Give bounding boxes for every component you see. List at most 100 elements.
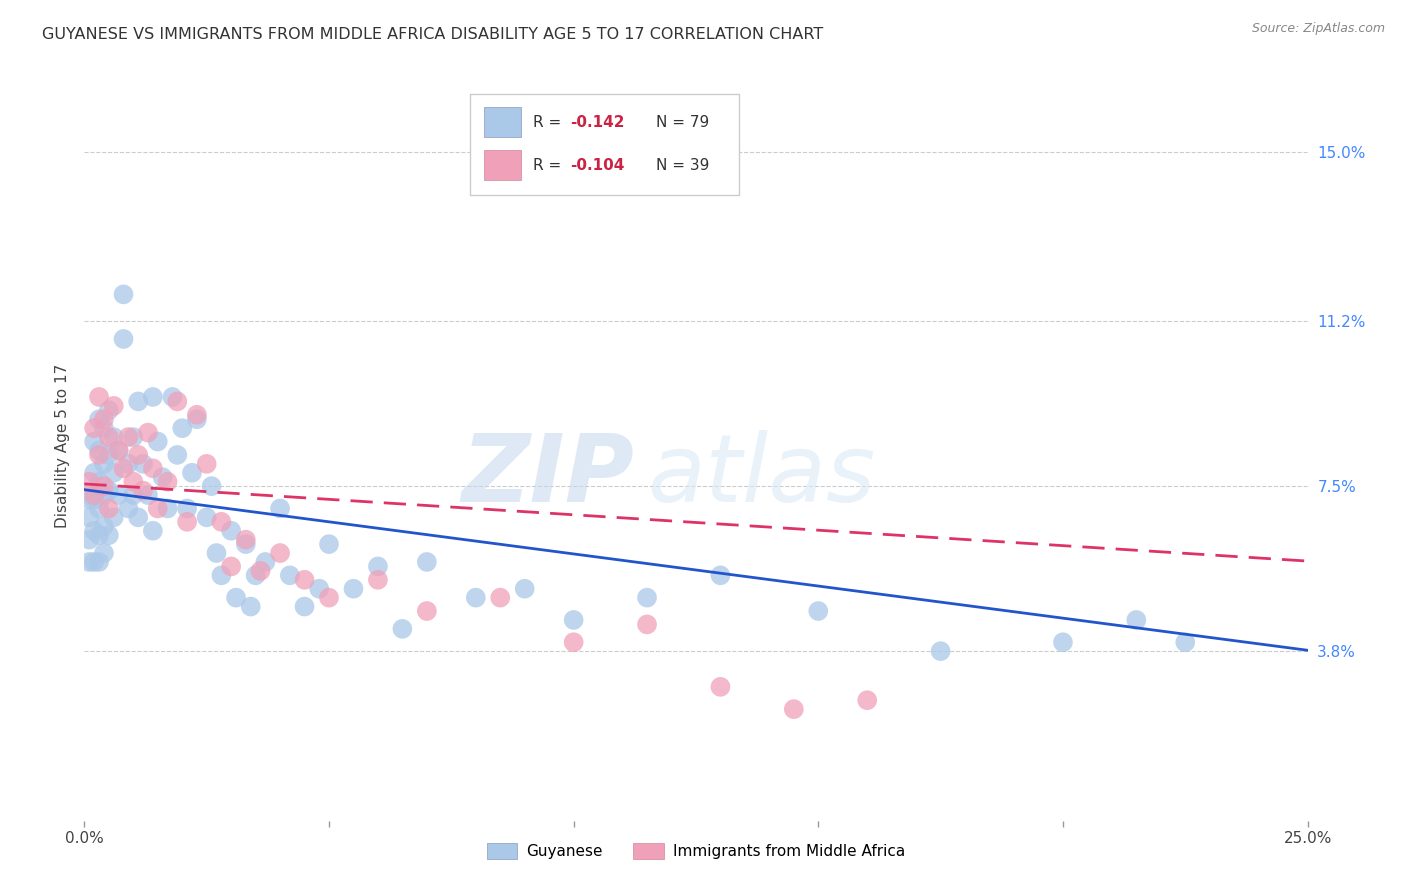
Point (136, 488, 159, 502)
Point (83, 421, 105, 435)
Point (235, 533, 257, 547)
Point (166, 448, 188, 462)
Point (93, 519, 115, 533)
Point (142, 390, 165, 404)
Point (195, 457, 218, 471)
Point (132, 483, 155, 498)
Point (562, 613, 585, 627)
Point (1174, 635, 1197, 649)
Point (318, 537, 340, 551)
Point (122, 430, 145, 444)
Point (132, 457, 155, 471)
Point (97, 448, 120, 462)
Point (83, 555, 105, 569)
Point (172, 421, 194, 435)
Point (112, 332, 135, 346)
Point (77, 555, 100, 569)
Point (318, 591, 340, 605)
Point (77, 492, 100, 507)
Point (77, 475, 100, 489)
Point (142, 461, 165, 475)
Point (103, 399, 125, 413)
Point (93, 457, 115, 471)
Point (1052, 635, 1074, 649)
Point (87, 555, 110, 569)
Point (107, 443, 129, 458)
Point (245, 568, 267, 582)
Point (93, 421, 115, 435)
Point (513, 582, 536, 596)
Point (87, 390, 110, 404)
Point (181, 466, 204, 480)
Point (93, 412, 115, 426)
Point (367, 573, 389, 587)
Point (636, 617, 658, 632)
Point (209, 515, 232, 529)
Point (249, 564, 271, 578)
Point (636, 591, 658, 605)
Point (856, 693, 879, 707)
Point (176, 501, 198, 516)
Point (146, 501, 169, 516)
Point (93, 546, 115, 560)
Point (127, 394, 149, 409)
Point (464, 591, 486, 605)
Point (97, 403, 120, 417)
Point (1125, 613, 1147, 627)
Point (195, 510, 218, 524)
Point (308, 582, 330, 596)
Text: -0.142: -0.142 (569, 115, 624, 130)
Point (342, 582, 364, 596)
Point (166, 394, 188, 409)
Point (83, 492, 105, 507)
Point (107, 443, 129, 458)
Point (269, 501, 291, 516)
Point (152, 470, 174, 484)
FancyBboxPatch shape (470, 94, 738, 195)
Text: atlas: atlas (647, 431, 876, 522)
Text: N = 39: N = 39 (655, 158, 709, 172)
Point (117, 501, 139, 516)
Point (122, 475, 145, 489)
Point (93, 488, 115, 502)
Point (156, 501, 179, 516)
Point (112, 287, 135, 301)
Point (367, 559, 389, 574)
Point (562, 635, 585, 649)
Point (294, 599, 316, 614)
Point (83, 524, 105, 538)
Point (205, 546, 228, 560)
Point (278, 568, 301, 582)
Point (97, 430, 120, 444)
Point (77, 510, 100, 524)
Text: ZIP: ZIP (463, 430, 636, 522)
Point (97, 483, 120, 498)
Point (87, 448, 110, 462)
Point (186, 412, 208, 426)
Point (783, 702, 806, 716)
Point (117, 430, 139, 444)
Point (87, 528, 110, 542)
FancyBboxPatch shape (484, 107, 522, 137)
Point (929, 644, 952, 658)
Point (219, 524, 242, 538)
Point (269, 546, 291, 560)
Text: R =: R = (533, 115, 567, 130)
Point (87, 443, 110, 458)
Point (219, 559, 242, 574)
Point (127, 510, 149, 524)
Point (391, 622, 413, 636)
Point (209, 568, 232, 582)
Text: GUYANESE VS IMMIGRANTS FROM MIDDLE AFRICA DISABILITY AGE 5 TO 17 CORRELATION CHA: GUYANESE VS IMMIGRANTS FROM MIDDLE AFRIC… (42, 27, 824, 42)
Text: N = 79: N = 79 (655, 115, 709, 130)
Point (83, 488, 105, 502)
Point (77, 533, 100, 547)
FancyBboxPatch shape (484, 150, 522, 180)
Legend: Guyanese, Immigrants from Middle Africa: Guyanese, Immigrants from Middle Africa (481, 838, 911, 865)
Point (235, 537, 257, 551)
Point (112, 461, 135, 475)
Point (146, 434, 169, 449)
Point (416, 604, 439, 618)
Point (416, 555, 439, 569)
Point (186, 408, 208, 422)
